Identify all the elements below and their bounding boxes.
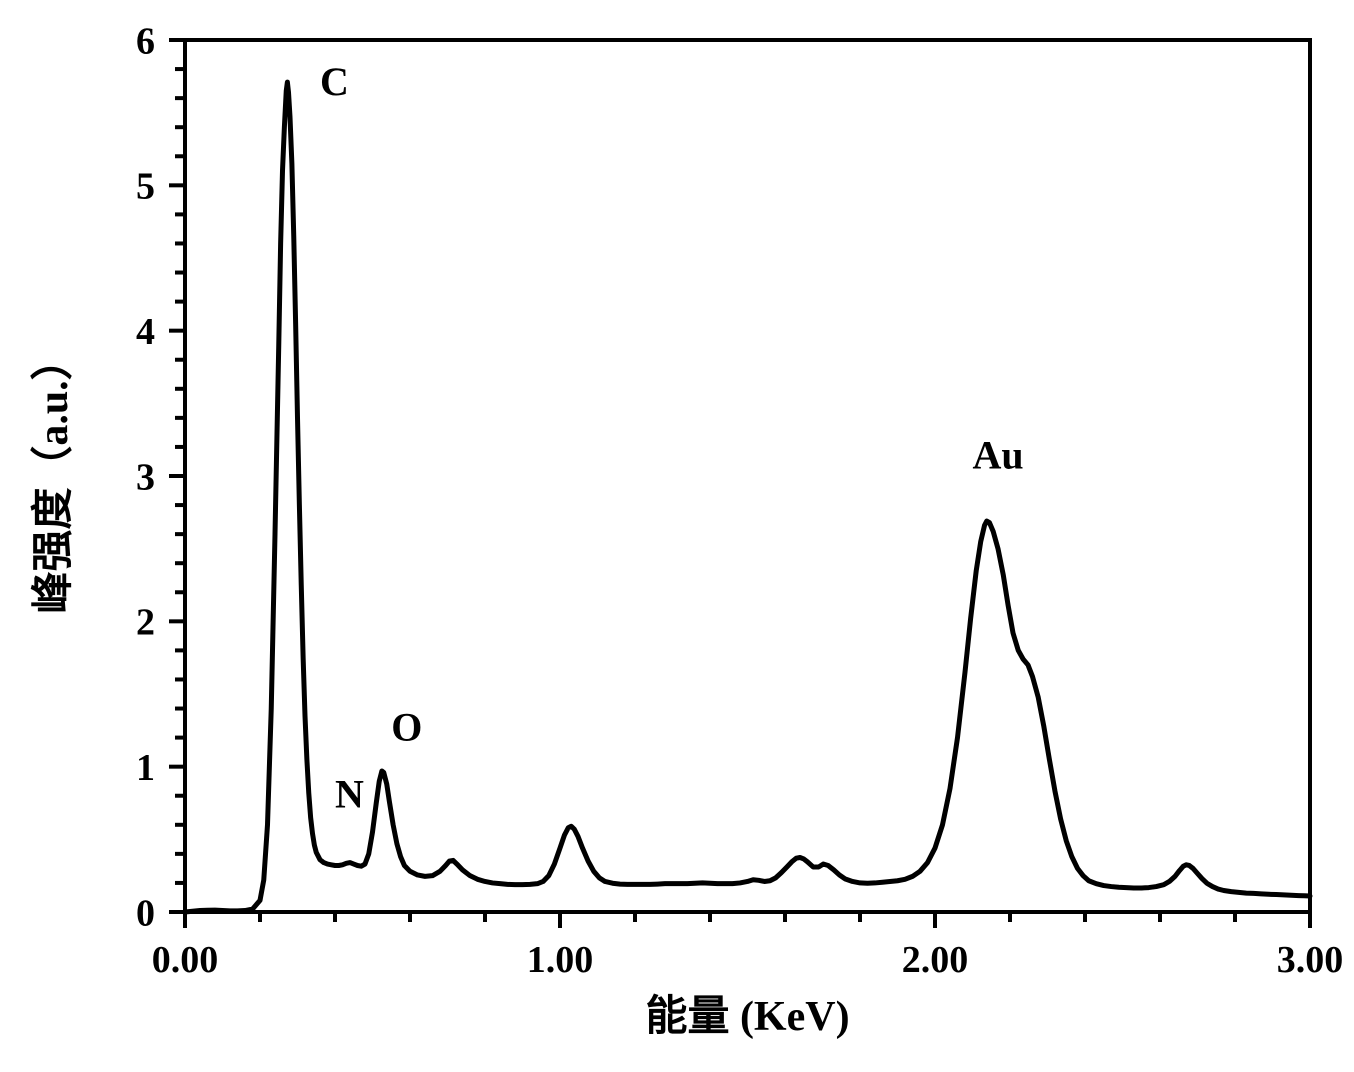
eds-spectrum-chart: 0.00 1.00 2.00 3.00 0 1 2 3 4 5 6 能量 (KeV) 峰强度（a.u.）… [0,0,1354,1072]
chart-svg: 0.00 1.00 2.00 3.00 0 1 2 3 4 5 6 能量 (KeV) 峰强度（a.u.）… [0,0,1354,1072]
y-axis-label: 峰强度（a.u.） [30,338,77,613]
x-tick-label: 0.00 [152,939,219,981]
peak-label-c: C [320,59,349,104]
y-tick-label: 4 [136,311,155,353]
y-tick-label: 0 [136,892,155,934]
x-tick-label: 3.00 [1277,939,1344,981]
y-tick-label: 1 [136,747,155,789]
x-axis-label: 能量 (KeV) [645,993,849,1040]
peak-label-o: O [391,705,422,750]
y-tick-label: 5 [136,166,155,208]
y-tick-label: 3 [136,456,155,498]
x-tick-label: 2.00 [902,939,969,981]
peak-label-au: Au [973,433,1024,478]
y-tick-label: 6 [136,20,155,62]
y-tick-label: 2 [136,602,155,644]
x-tick-label: 1.00 [527,939,594,981]
peak-label-n: N [335,771,364,816]
